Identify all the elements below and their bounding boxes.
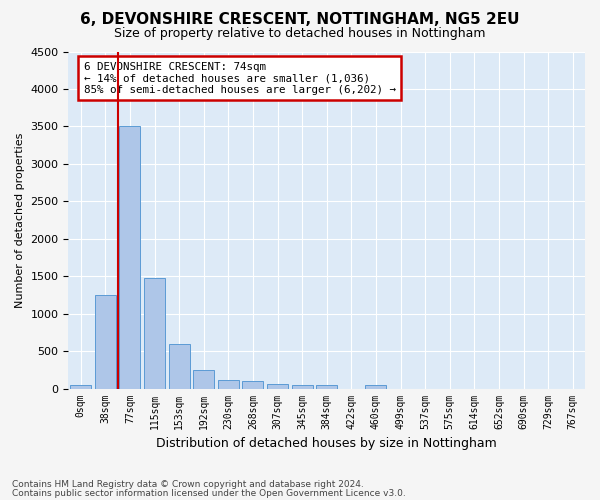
Bar bbox=[119, 126, 140, 388]
Bar bbox=[316, 385, 337, 388]
Bar bbox=[95, 295, 116, 388]
Bar bbox=[292, 385, 313, 388]
Bar bbox=[70, 385, 91, 388]
Text: 6 DEVONSHIRE CRESCENT: 74sqm
← 14% of detached houses are smaller (1,036)
85% of: 6 DEVONSHIRE CRESCENT: 74sqm ← 14% of de… bbox=[84, 62, 396, 95]
Bar bbox=[365, 385, 386, 388]
Bar bbox=[144, 278, 165, 388]
X-axis label: Distribution of detached houses by size in Nottingham: Distribution of detached houses by size … bbox=[157, 437, 497, 450]
Bar bbox=[242, 381, 263, 388]
Bar bbox=[193, 370, 214, 388]
Bar bbox=[267, 384, 288, 388]
Text: 6, DEVONSHIRE CRESCENT, NOTTINGHAM, NG5 2EU: 6, DEVONSHIRE CRESCENT, NOTTINGHAM, NG5 … bbox=[80, 12, 520, 28]
Text: Contains HM Land Registry data © Crown copyright and database right 2024.: Contains HM Land Registry data © Crown c… bbox=[12, 480, 364, 489]
Bar bbox=[169, 344, 190, 388]
Y-axis label: Number of detached properties: Number of detached properties bbox=[15, 132, 25, 308]
Text: Size of property relative to detached houses in Nottingham: Size of property relative to detached ho… bbox=[114, 28, 486, 40]
Bar bbox=[218, 380, 239, 388]
Text: Contains public sector information licensed under the Open Government Licence v3: Contains public sector information licen… bbox=[12, 488, 406, 498]
